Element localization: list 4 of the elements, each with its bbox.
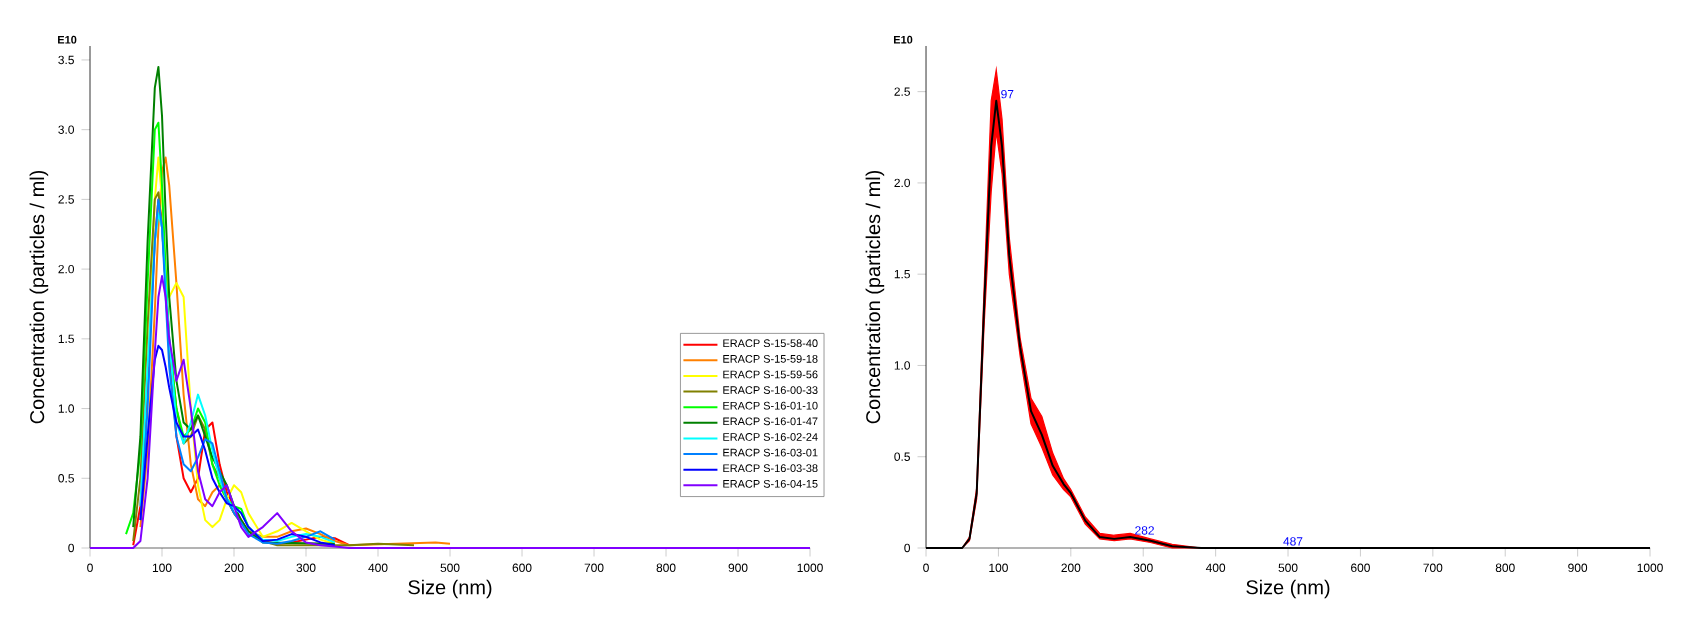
x-axis-title: Size (nm): [408, 579, 492, 599]
y-axis-title: Concentration (particles / ml): [29, 170, 49, 424]
x-axis-title: Size (nm): [1246, 579, 1330, 599]
y-axis-title: Concentration (particles / ml): [865, 170, 885, 424]
